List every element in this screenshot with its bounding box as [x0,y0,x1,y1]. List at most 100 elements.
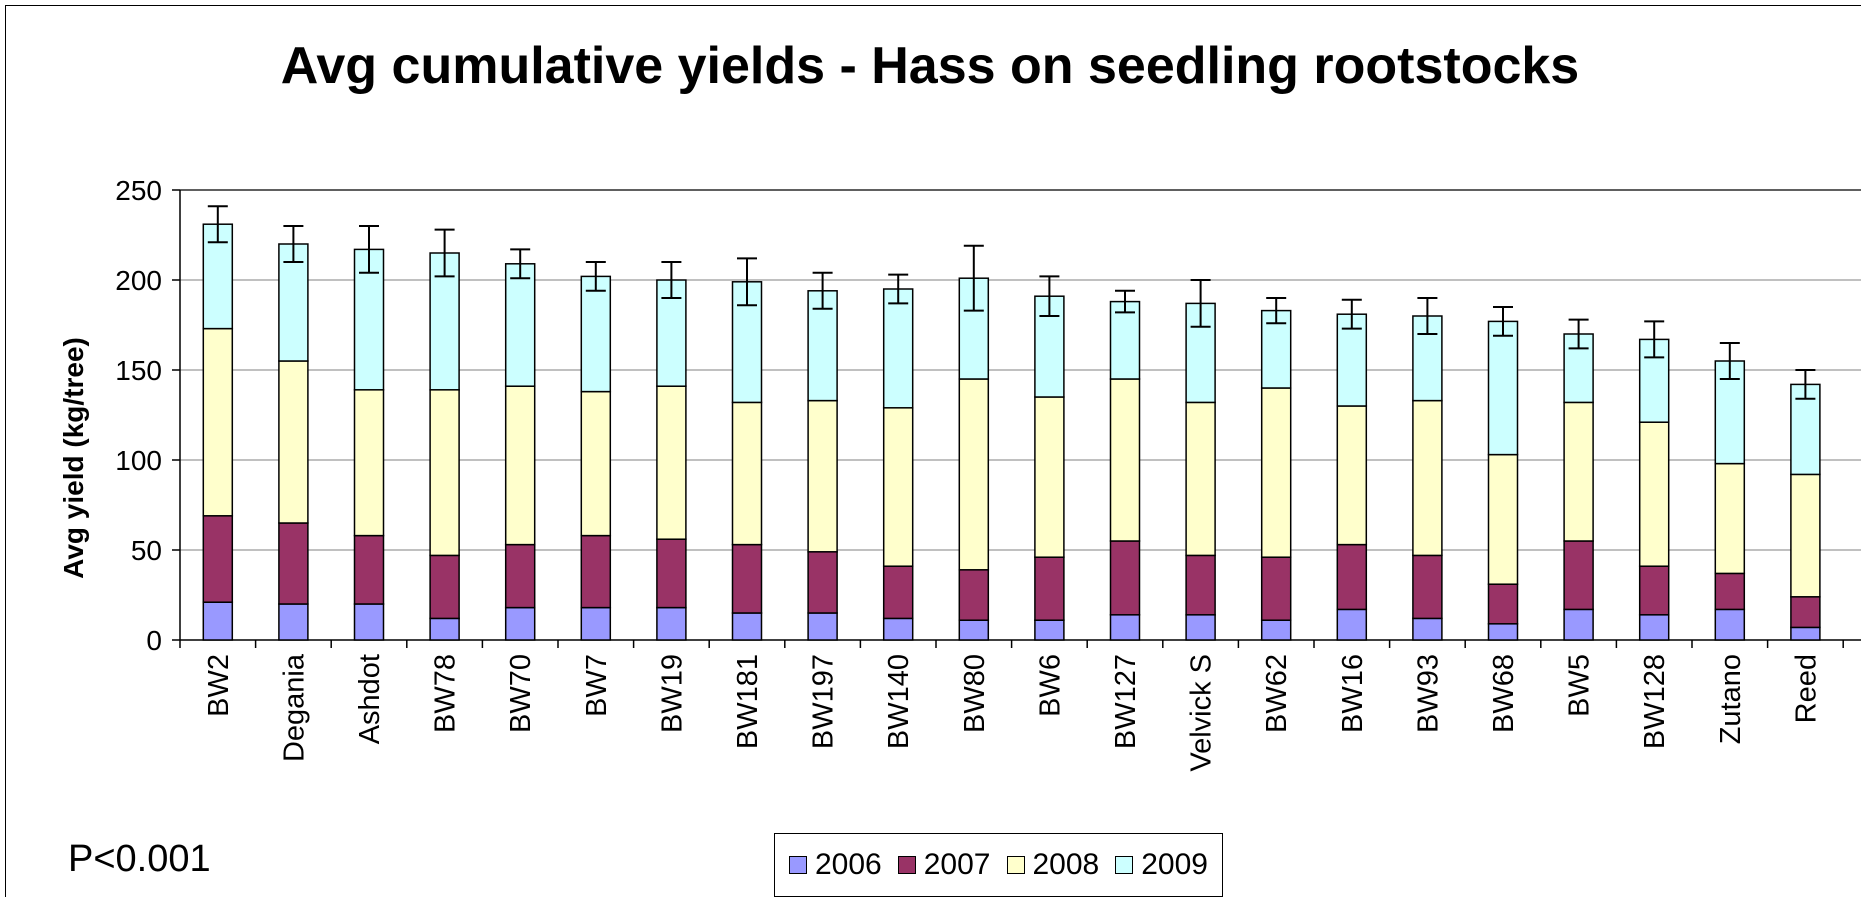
x-category-label: BW197 [808,654,840,749]
x-category-label: BW2 [203,654,235,717]
x-category-label: BW16 [1337,654,1369,733]
bar-segment-2008 [1487,453,1519,585]
x-category-label: BW127 [1110,654,1142,749]
x-category-label: BW68 [1488,654,1520,733]
bar-segment-2007 [807,551,838,614]
legend-label: 2006 [815,848,882,881]
legend-entry-2007: 2007 [897,848,991,882]
bar-segment-2007 [656,538,687,609]
legend-label: 2008 [1032,848,1100,881]
bar-segment-2008 [429,389,460,557]
bar-segment-2007 [202,515,234,603]
bar-segment-2006 [1109,614,1141,641]
legend-swatch [1115,856,1134,874]
bar-segment-2008 [731,401,763,546]
bar-segment-2007 [278,522,309,605]
x-category-label: BW19 [656,654,688,733]
bar-segment-2007 [1034,556,1065,621]
bar-segment-2007 [580,534,612,609]
bar-segment-2008 [202,327,234,517]
bar-segment-2006 [353,603,385,641]
bar-segment-2006 [656,606,687,641]
bar-segment-2006 [1336,608,1368,641]
bar-segment-2006 [958,619,990,641]
legend-label: 2007 [923,848,991,881]
bar-segment-2007 [1260,556,1292,621]
bar-segment-2007 [1109,540,1141,616]
x-category-label: Ashdot [354,654,386,744]
x-category-label: Zutano [1715,654,1747,744]
bar-segment-2006 [882,617,914,641]
x-category-label: Degania [278,653,310,762]
bar-segment-2009 [504,263,536,387]
bar-segment-2008 [353,389,385,537]
bar-segment-2008 [504,385,536,546]
x-category-label: BW93 [1412,654,1444,733]
x-category-label: Reed [1790,654,1822,723]
bar-segment-2007 [1336,543,1368,611]
bar-segment-2008 [1638,421,1670,567]
bar-segment-2006 [278,603,309,641]
bar-segment-2007 [1185,554,1216,616]
y-tick-label: 200 [115,265,162,296]
bar-segment-2006 [1638,614,1670,641]
x-category-label: BW6 [1034,654,1066,717]
bar-segment-2007 [429,554,460,620]
bar-segment-2008 [882,407,914,567]
bar-segment-2008 [1714,462,1746,575]
x-category-label: BW128 [1639,654,1671,749]
x-category-label: BW181 [732,654,764,749]
bar-segment-2007 [1563,540,1594,611]
bar-segment-2006 [731,612,763,641]
legend-swatch [1006,856,1025,874]
bar-segment-2006 [1185,614,1216,641]
bar-segment-2006 [1563,608,1594,641]
bar-segment-2008 [1185,401,1216,557]
bar-segment-2006 [1260,619,1292,641]
x-category-label: BW80 [959,654,991,733]
y-tick-label: 150 [115,355,162,386]
x-category-label: Velvick S [1186,654,1218,772]
bar-segment-2008 [580,390,612,537]
p-value-annotation: P<0.001 [68,838,211,880]
bar-segment-2008 [1412,399,1443,557]
bar-segment-2006 [429,617,460,641]
legend-entry-2006: 2006 [789,848,882,882]
bar-segment-2007 [882,565,914,620]
y-tick-label: 0 [146,625,162,656]
y-tick-label: 250 [115,175,162,206]
bar-segment-2006 [1714,608,1746,641]
bar-segment-2009 [580,275,612,393]
legend-swatch [897,856,916,874]
x-category-label: BW62 [1261,654,1293,733]
x-category-label: BW78 [430,654,462,733]
bar-segment-2008 [656,385,687,540]
bar-segment-2007 [1487,583,1519,625]
bar-segment-2006 [1790,626,1821,641]
legend-entry-2008: 2008 [1006,848,1100,882]
bar-segment-2006 [504,606,536,641]
bar-segment-2009 [1487,320,1519,456]
bar-segment-2008 [1563,401,1594,542]
bar-segment-2008 [958,378,990,571]
bar-segment-2008 [1109,378,1141,542]
bar-segment-2006 [202,601,234,641]
legend-entry-2009: 2009 [1115,848,1208,882]
legend-label: 2009 [1141,848,1208,881]
x-category-label: BW140 [883,654,915,749]
y-tick-label: 50 [131,535,162,566]
chart-title: Avg cumulative yields - Hass on seedling… [280,37,1580,95]
chart-legend: 2006 2007 2008 2009 [774,833,1223,897]
x-category-label: BW7 [581,654,613,717]
bar-segment-2007 [731,543,763,614]
bar-segment-2006 [580,606,612,641]
x-category-label: BW5 [1564,654,1596,717]
bar-segment-2006 [1487,623,1519,641]
y-tick-label: 100 [115,445,162,476]
legend-swatch [789,856,807,874]
bar-segment-2008 [1790,473,1821,598]
bar-segment-2006 [807,612,838,641]
bar-segment-2007 [353,534,385,605]
bar-segment-2009 [278,243,309,362]
